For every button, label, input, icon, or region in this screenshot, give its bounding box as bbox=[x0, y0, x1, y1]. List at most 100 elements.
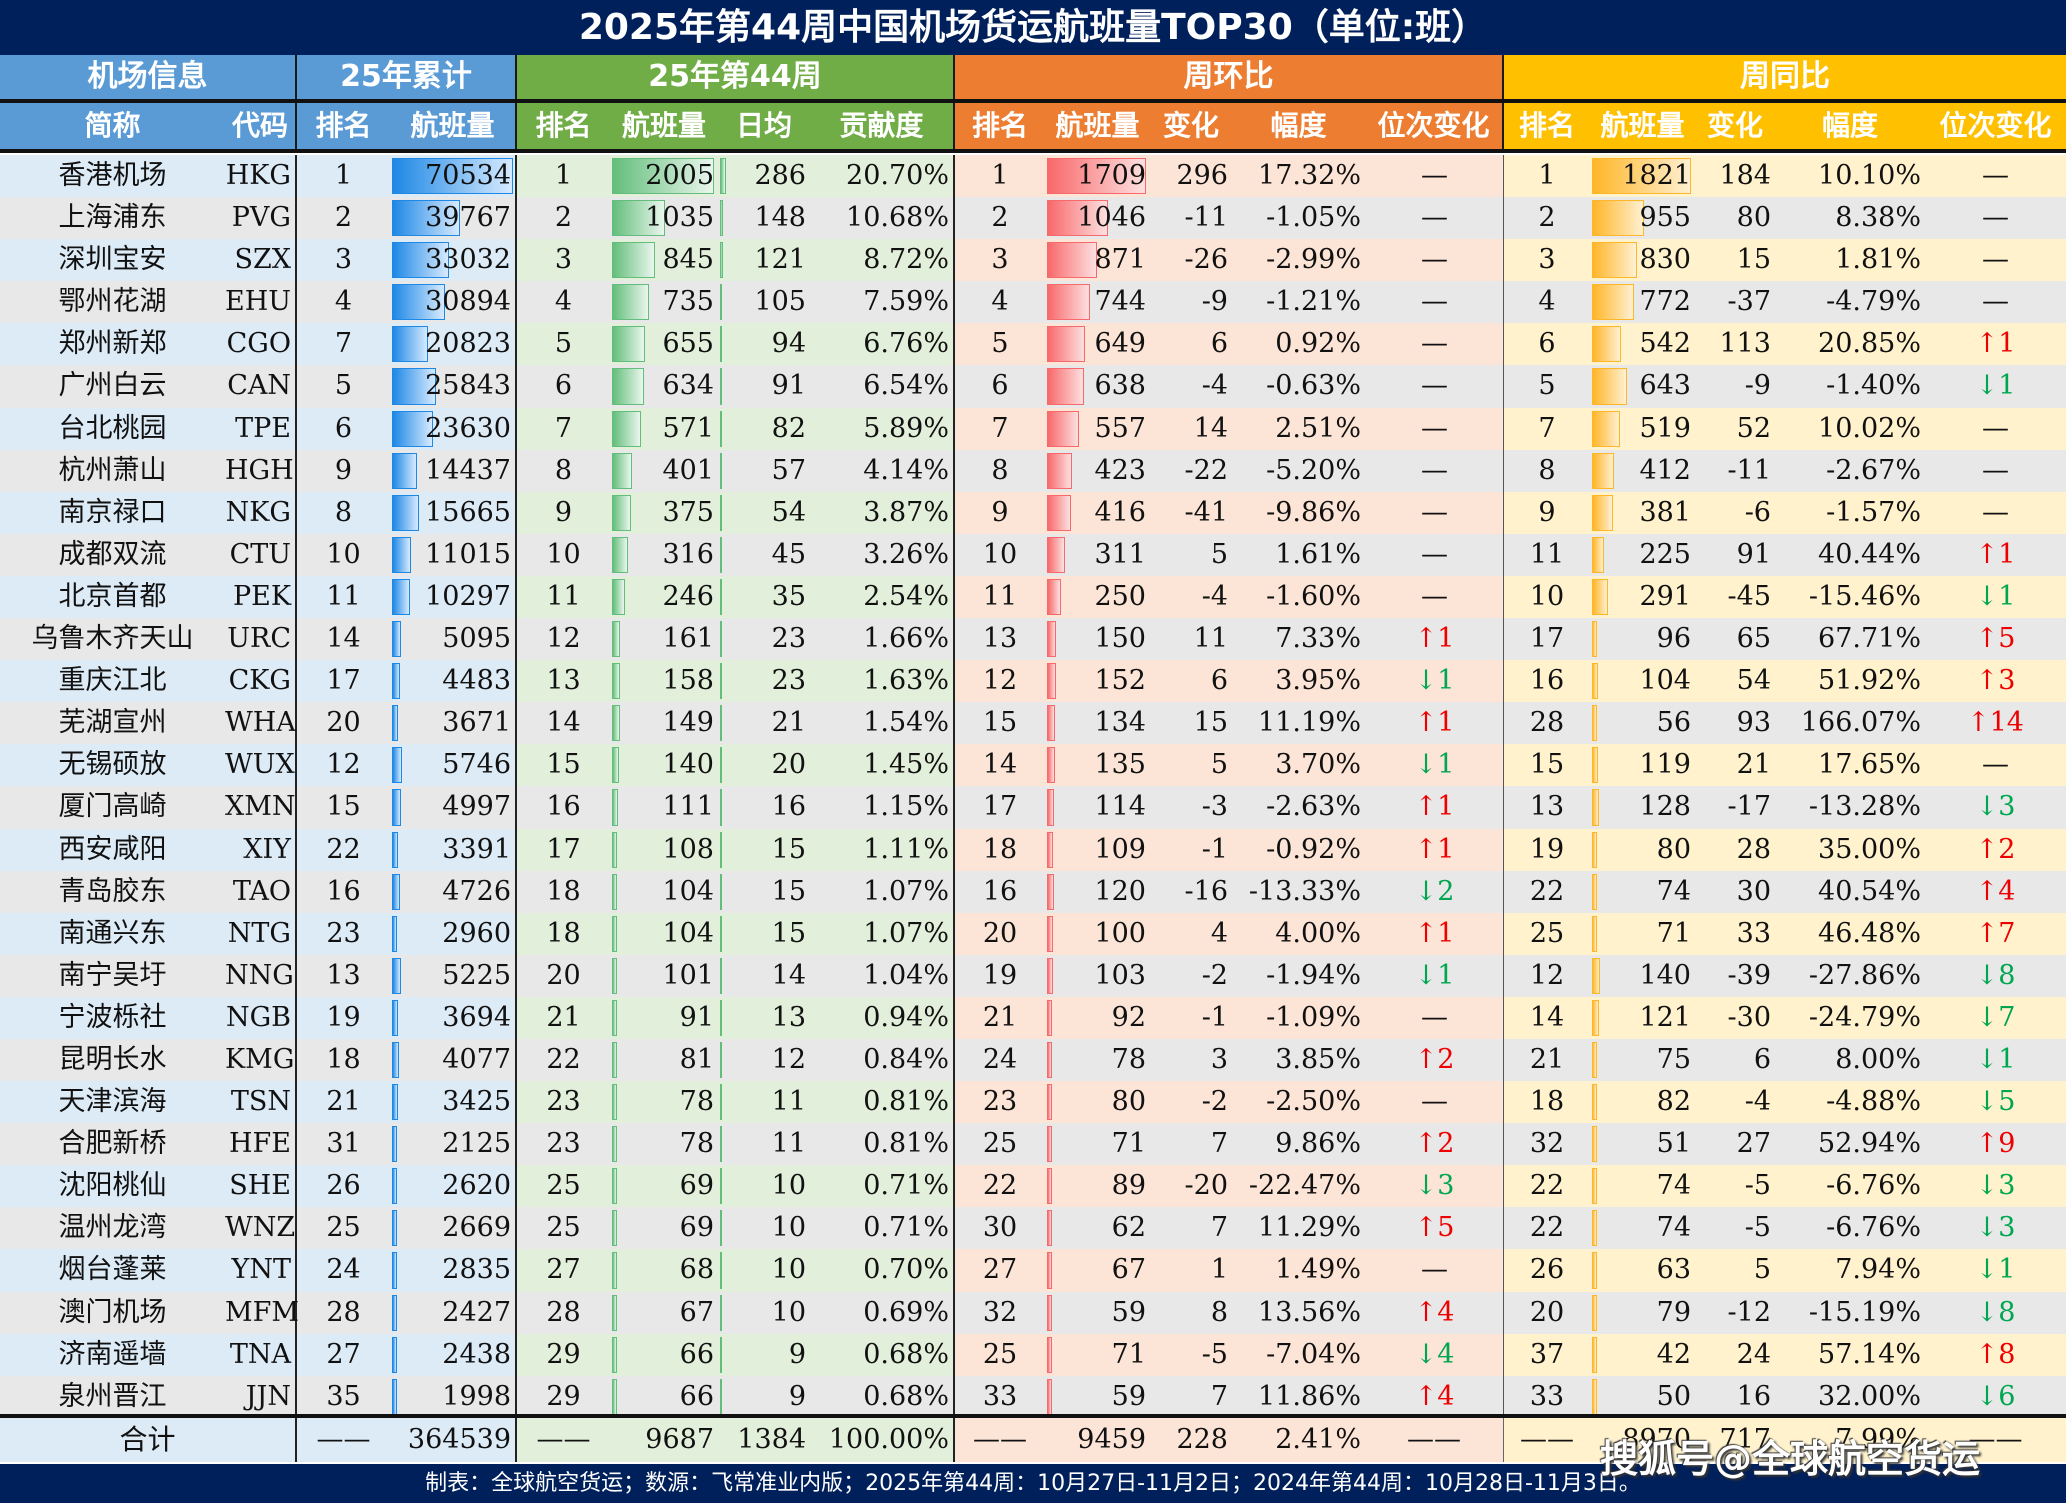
wow-change-value: 5 bbox=[1210, 538, 1228, 570]
data-bar bbox=[1592, 452, 1615, 489]
data-bar bbox=[1592, 1084, 1597, 1121]
w-daily-value: 20 bbox=[771, 749, 806, 781]
col-header-wow-change: 变化 bbox=[1150, 103, 1232, 149]
wow-change: -5 bbox=[1150, 1333, 1232, 1376]
yoy-position-change: ↓1 bbox=[1925, 575, 2066, 619]
w-volume-value: 158 bbox=[662, 665, 714, 697]
data-bar bbox=[392, 1041, 399, 1079]
table-row: 上海浦东 PVG 2 39767 2 1035 148 10.68% 2 1046 -11 -1.05… bbox=[0, 197, 2066, 240]
airport-name: 郑州新郑 bbox=[0, 323, 225, 366]
yoy-volume: 772 bbox=[1590, 281, 1695, 324]
w-volume: 655 bbox=[610, 323, 718, 366]
w-daily: 14 bbox=[718, 954, 810, 997]
data-bar bbox=[720, 284, 723, 321]
wow-rank: 12 bbox=[955, 660, 1045, 703]
yoy-rank: 20 bbox=[1504, 1291, 1590, 1334]
wow-change-value: -1 bbox=[1201, 833, 1228, 865]
data-bar bbox=[1047, 1168, 1053, 1205]
airport-code-value: TSN bbox=[230, 1086, 291, 1118]
yoy-volume: 519 bbox=[1590, 407, 1695, 450]
w-daily-value: 286 bbox=[754, 160, 806, 191]
airport-name-value: 无锡硕放 bbox=[58, 749, 167, 781]
yoy-pct: -1.40% bbox=[1775, 365, 1925, 408]
yoy-change: -5 bbox=[1695, 1207, 1775, 1250]
yoy-change-value: 6 bbox=[1753, 1043, 1771, 1075]
yoy-change: 28 bbox=[1695, 828, 1775, 871]
yoy-pct-value: -15.46% bbox=[1808, 580, 1921, 612]
yoy-rank: 9 bbox=[1504, 491, 1590, 534]
yoy-rank: 18 bbox=[1504, 1081, 1590, 1124]
yoy-volume-value: 74 bbox=[1656, 1212, 1691, 1244]
w-daily-value: 15 bbox=[771, 833, 806, 865]
data-bar bbox=[1592, 158, 1691, 195]
yoy-rank: 19 bbox=[1504, 828, 1590, 871]
w-daily-value: 10 bbox=[771, 1170, 806, 1202]
data-bar bbox=[720, 1294, 722, 1331]
arrow-up-icon: ↑5 bbox=[1975, 623, 2016, 655]
data-bar bbox=[612, 326, 646, 363]
w-rank: 29 bbox=[517, 1375, 610, 1418]
cum-volume-value: 4077 bbox=[442, 1043, 511, 1075]
yoy-volume-value: 96 bbox=[1656, 623, 1691, 655]
arrow-up-icon: ↑2 bbox=[1414, 1128, 1455, 1160]
w-contrib-value: 5.89% bbox=[863, 412, 949, 444]
wow-rank: 24 bbox=[955, 1038, 1045, 1082]
data-bar bbox=[392, 621, 401, 658]
wow-rank-value: 18 bbox=[982, 833, 1018, 865]
yoy-pct-value: 10.02% bbox=[1818, 412, 1921, 444]
w-volume: 68 bbox=[610, 1249, 718, 1292]
data-bar bbox=[392, 284, 445, 321]
yoy-change: -45 bbox=[1695, 575, 1775, 619]
wow-volume: 416 bbox=[1045, 491, 1150, 534]
cum-rank-value: 19 bbox=[326, 1001, 361, 1033]
dash-icon: — bbox=[1982, 160, 2009, 191]
wow-rank-value: 16 bbox=[982, 875, 1018, 907]
data-bar bbox=[1047, 284, 1091, 321]
wow-volume-value: 71 bbox=[1111, 1128, 1146, 1160]
yoy-volume-value: 121 bbox=[1639, 1001, 1691, 1033]
data-bar bbox=[720, 873, 722, 910]
w-contrib: 1.11% bbox=[810, 828, 955, 871]
airport-name-value: 南通兴东 bbox=[58, 917, 167, 949]
wow-pct-value: 17.32% bbox=[1258, 160, 1361, 191]
w-contrib-value: 8.72% bbox=[863, 244, 949, 276]
wow-change: -4 bbox=[1150, 575, 1232, 619]
data-bar bbox=[392, 915, 398, 952]
col-header-wow-volume: 航班量 bbox=[1045, 103, 1150, 149]
wow-rank-value: 32 bbox=[982, 1296, 1018, 1328]
wow-position-change: ↑4 bbox=[1365, 1375, 1504, 1418]
wow-rank: 27 bbox=[955, 1249, 1045, 1292]
wow-rank-value: 7 bbox=[991, 412, 1009, 444]
data-bar bbox=[612, 789, 618, 826]
yoy-change: 30 bbox=[1695, 870, 1775, 913]
airport-code-value: KMG bbox=[225, 1043, 295, 1075]
airport-code-value: WHA bbox=[225, 707, 296, 739]
yoy-volume-value: 830 bbox=[1639, 244, 1691, 276]
wow-pct: 9.86% bbox=[1232, 1123, 1365, 1166]
wow-change-value: -4 bbox=[1201, 580, 1228, 612]
cum-rank: 13 bbox=[297, 954, 390, 997]
yoy-rank-value: 14 bbox=[1529, 1001, 1565, 1033]
cum-rank: 31 bbox=[297, 1123, 390, 1166]
yoy-pct-value: 52.94% bbox=[1818, 1128, 1921, 1160]
wow-volume: 120 bbox=[1045, 870, 1150, 913]
wow-pct-value: 3.95% bbox=[1275, 665, 1361, 697]
yoy-volume: 412 bbox=[1590, 449, 1695, 492]
dash-icon: — bbox=[1421, 1254, 1448, 1286]
wow-position-change: ↑2 bbox=[1365, 1038, 1504, 1082]
yoy-pct-value: 166.07% bbox=[1800, 707, 1921, 739]
yoy-position-change: ↓7 bbox=[1925, 996, 2066, 1039]
cum-rank: 23 bbox=[297, 912, 390, 955]
wow-pct-value: -22.47% bbox=[1248, 1170, 1361, 1202]
yoy-volume: 225 bbox=[1590, 533, 1695, 576]
wow-position-change: ↑1 bbox=[1365, 828, 1504, 871]
data-bar bbox=[1592, 242, 1638, 279]
yoy-change-value: 91 bbox=[1736, 538, 1771, 570]
airport-name: 北京首都 bbox=[0, 575, 225, 619]
wow-change-value: 7 bbox=[1210, 1212, 1228, 1244]
wow-volume: 871 bbox=[1045, 239, 1150, 282]
cum-volume-value: 2438 bbox=[442, 1338, 511, 1370]
yoy-change-value: -5 bbox=[1744, 1170, 1771, 1202]
w-volume: 69 bbox=[610, 1165, 718, 1208]
w-rank: 11 bbox=[517, 575, 610, 619]
